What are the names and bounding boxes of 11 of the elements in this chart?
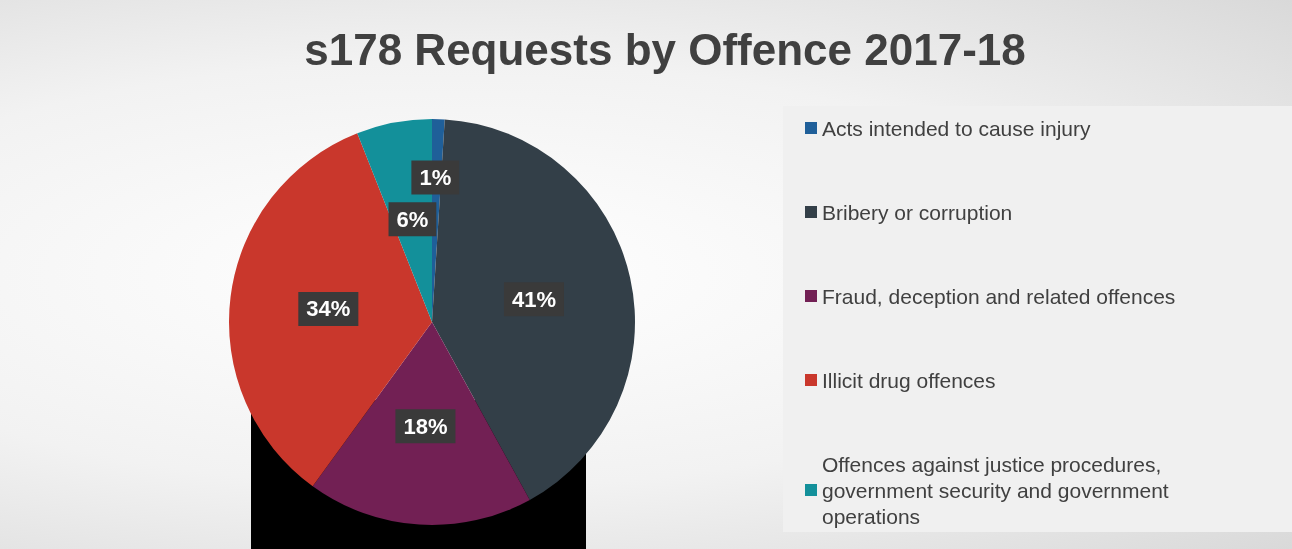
- legend-label: Acts intended to cause injury: [822, 116, 1091, 140]
- data-label: 6%: [396, 206, 429, 232]
- legend-label: Bribery or corruption: [822, 200, 1013, 224]
- legend-label: Illicit drug offences: [822, 368, 996, 392]
- legend-label: Offences against justice procedures, government security and government operations: [822, 452, 1175, 528]
- data-label: 41%: [511, 286, 557, 312]
- data-label: 18%: [403, 413, 448, 439]
- data-label: 34%: [306, 296, 351, 322]
- data-label: 1%: [419, 165, 452, 191]
- legend-label: Fraud, deception and related offences: [822, 284, 1176, 308]
- chart-title: s178 Requests by Offence 2017-18: [304, 24, 1026, 74]
